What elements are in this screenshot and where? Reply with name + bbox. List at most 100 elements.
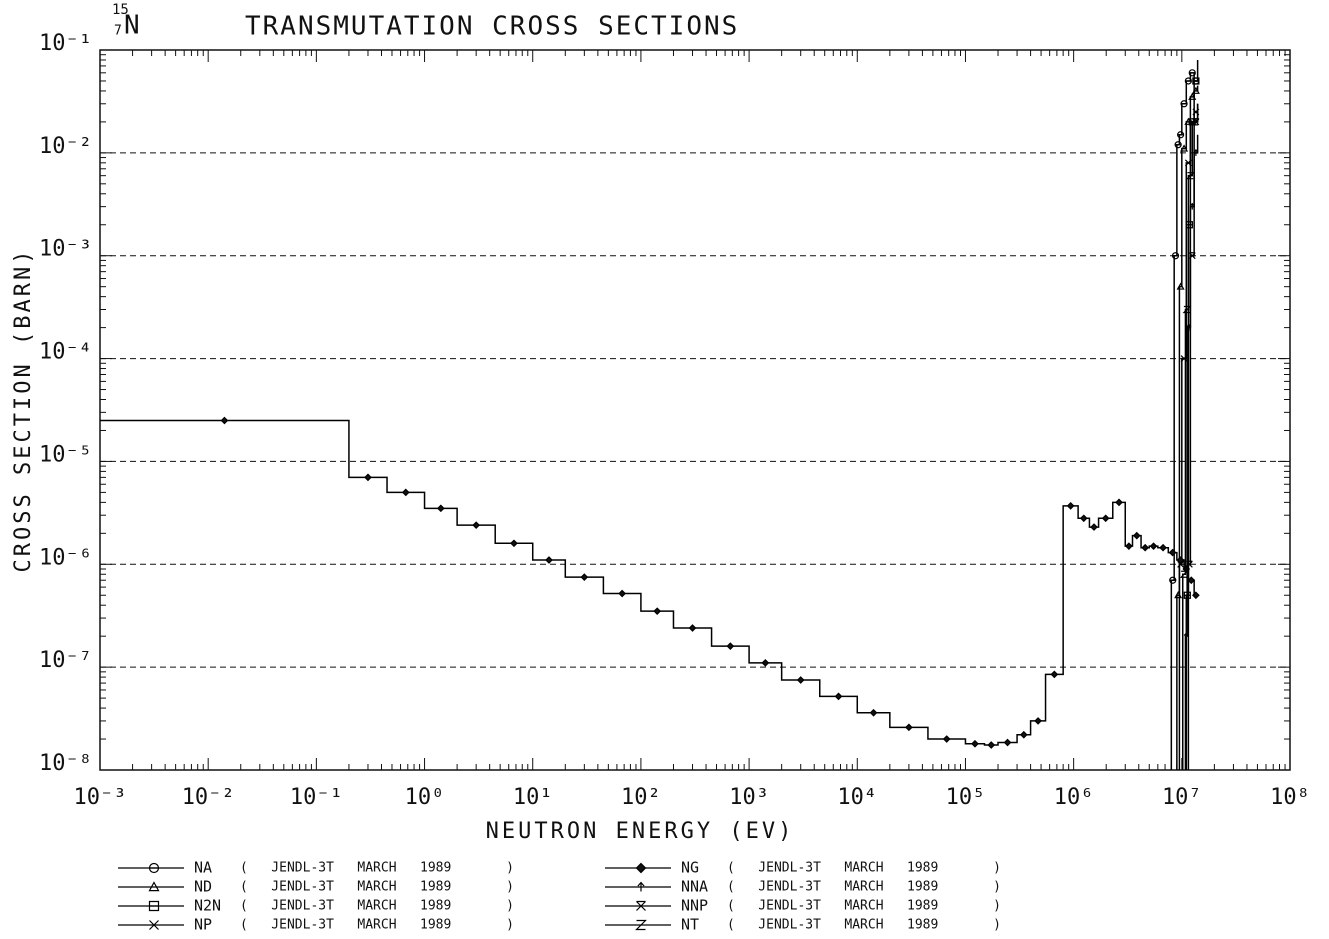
series-marker <box>1176 556 1185 564</box>
legend-marker <box>148 881 160 892</box>
nuclide-mass: 15 <box>112 2 129 18</box>
series-marker <box>761 659 770 667</box>
series-marker <box>1019 730 1028 739</box>
series-marker <box>1125 542 1133 551</box>
series-marker <box>364 473 372 482</box>
legend-marker <box>637 881 645 892</box>
series-marker <box>987 741 996 749</box>
x-tick-label: 10⁻¹ <box>290 785 343 810</box>
y-tick-label: 10⁻⁷ <box>39 648 92 673</box>
chart-title: TRANSMUTATION CROSS SECTIONS <box>245 12 739 42</box>
series-marker <box>905 723 913 732</box>
series-marker <box>1188 69 1196 77</box>
legend-marker <box>635 862 647 874</box>
legend-name: NP <box>194 916 212 934</box>
series-marker <box>580 573 589 581</box>
x-tick-label: 10⁴ <box>837 785 877 810</box>
nuclide-atomic-number: 7 <box>114 24 122 39</box>
series-marker <box>726 642 735 650</box>
x-tick-label: 10² <box>621 785 661 810</box>
legend-source: ( JENDL-3T MARCH 1989 ) <box>240 861 514 876</box>
series-marker <box>688 624 697 632</box>
legend-marker <box>148 862 160 874</box>
series-marker <box>1184 159 1192 167</box>
series-marker <box>1034 717 1042 725</box>
legend-name: NA <box>194 859 212 877</box>
y-tick-label: 10⁻⁵ <box>39 442 92 467</box>
series-marker <box>220 416 229 425</box>
y-tick-label: 10⁻⁴ <box>39 340 92 365</box>
series-marker <box>1185 560 1193 568</box>
series-marker <box>1177 560 1185 568</box>
legend-name: NNP <box>681 897 708 915</box>
x-tick-label: 10⁸ <box>1270 785 1310 810</box>
legend-name: ND <box>194 878 212 896</box>
y-tick-label: 10⁻³ <box>39 237 92 262</box>
series-marker <box>1176 282 1185 290</box>
legend-source: ( JENDL-3T MARCH 1989 ) <box>240 918 514 933</box>
x-tick-label: 10⁰ <box>405 785 445 810</box>
series-marker <box>510 539 518 548</box>
series-marker <box>1079 514 1088 523</box>
legend-marker <box>148 900 160 912</box>
series-marker <box>401 488 410 497</box>
legend-name: NNA <box>681 878 708 896</box>
series-marker <box>1177 131 1185 139</box>
series-marker <box>545 556 553 564</box>
series-marker <box>1090 523 1098 531</box>
y-tick-label: 10⁻¹ <box>39 31 92 56</box>
nuclide-symbol: N <box>124 11 140 41</box>
series-marker <box>1168 548 1177 557</box>
series-marker <box>1190 118 1200 126</box>
series-marker <box>618 589 626 598</box>
x-axis-label: NEUTRON ENERGY (EV) <box>486 819 795 844</box>
series-marker <box>653 607 662 616</box>
y-tick-label: 10⁻⁶ <box>39 545 92 570</box>
series-marker <box>1192 77 1200 85</box>
legend-source: ( JENDL-3T MARCH 1989 ) <box>240 880 514 895</box>
series-marker <box>1115 498 1123 507</box>
series-marker <box>472 521 481 530</box>
series-marker <box>1187 576 1196 585</box>
series-marker <box>1188 252 1196 260</box>
series-marker <box>942 735 951 743</box>
legend-marker <box>149 920 159 930</box>
legend-name: N2N <box>194 897 221 915</box>
series-marker <box>1132 531 1141 540</box>
x-tick-label: 10⁷ <box>1162 785 1202 810</box>
y-tick-label: 10⁻² <box>39 134 92 159</box>
series-marker <box>1192 591 1200 600</box>
series-marker <box>1050 670 1059 679</box>
legend-source: ( JENDL-3T MARCH 1989 ) <box>240 899 514 914</box>
series-marker <box>1185 172 1195 180</box>
series-marker <box>1184 77 1192 85</box>
x-tick-label: 10¹ <box>513 785 553 810</box>
x-tick-label: 10⁻² <box>182 785 235 810</box>
legend-name: NG <box>681 859 699 877</box>
series-marker <box>834 692 843 701</box>
x-tick-label: 10³ <box>729 785 769 810</box>
series-marker <box>1169 576 1177 584</box>
series-marker <box>971 739 979 748</box>
legend-source: ( JENDL-3T MARCH 1989 ) <box>727 899 1001 914</box>
series-marker <box>1180 144 1189 152</box>
series-marker <box>1141 543 1150 552</box>
series-marker <box>1159 543 1167 552</box>
legend-source: ( JENDL-3T MARCH 1989 ) <box>727 918 1001 933</box>
series-marker <box>796 676 805 684</box>
legend-name: NT <box>681 916 699 934</box>
series-marker <box>1171 252 1180 260</box>
series-marker <box>1179 570 1189 578</box>
series-marker <box>1149 542 1158 551</box>
x-tick-label: 10⁶ <box>1054 785 1094 810</box>
y-tick-label: 10⁻⁸ <box>39 751 92 776</box>
x-tick-label: 10⁵ <box>946 785 986 810</box>
series-marker <box>1182 305 1192 314</box>
series-marker <box>869 708 878 717</box>
series-marker <box>436 504 445 513</box>
legend-source: ( JENDL-3T MARCH 1989 ) <box>727 880 1001 895</box>
legend-marker <box>635 919 647 931</box>
series-marker <box>1003 738 1012 747</box>
